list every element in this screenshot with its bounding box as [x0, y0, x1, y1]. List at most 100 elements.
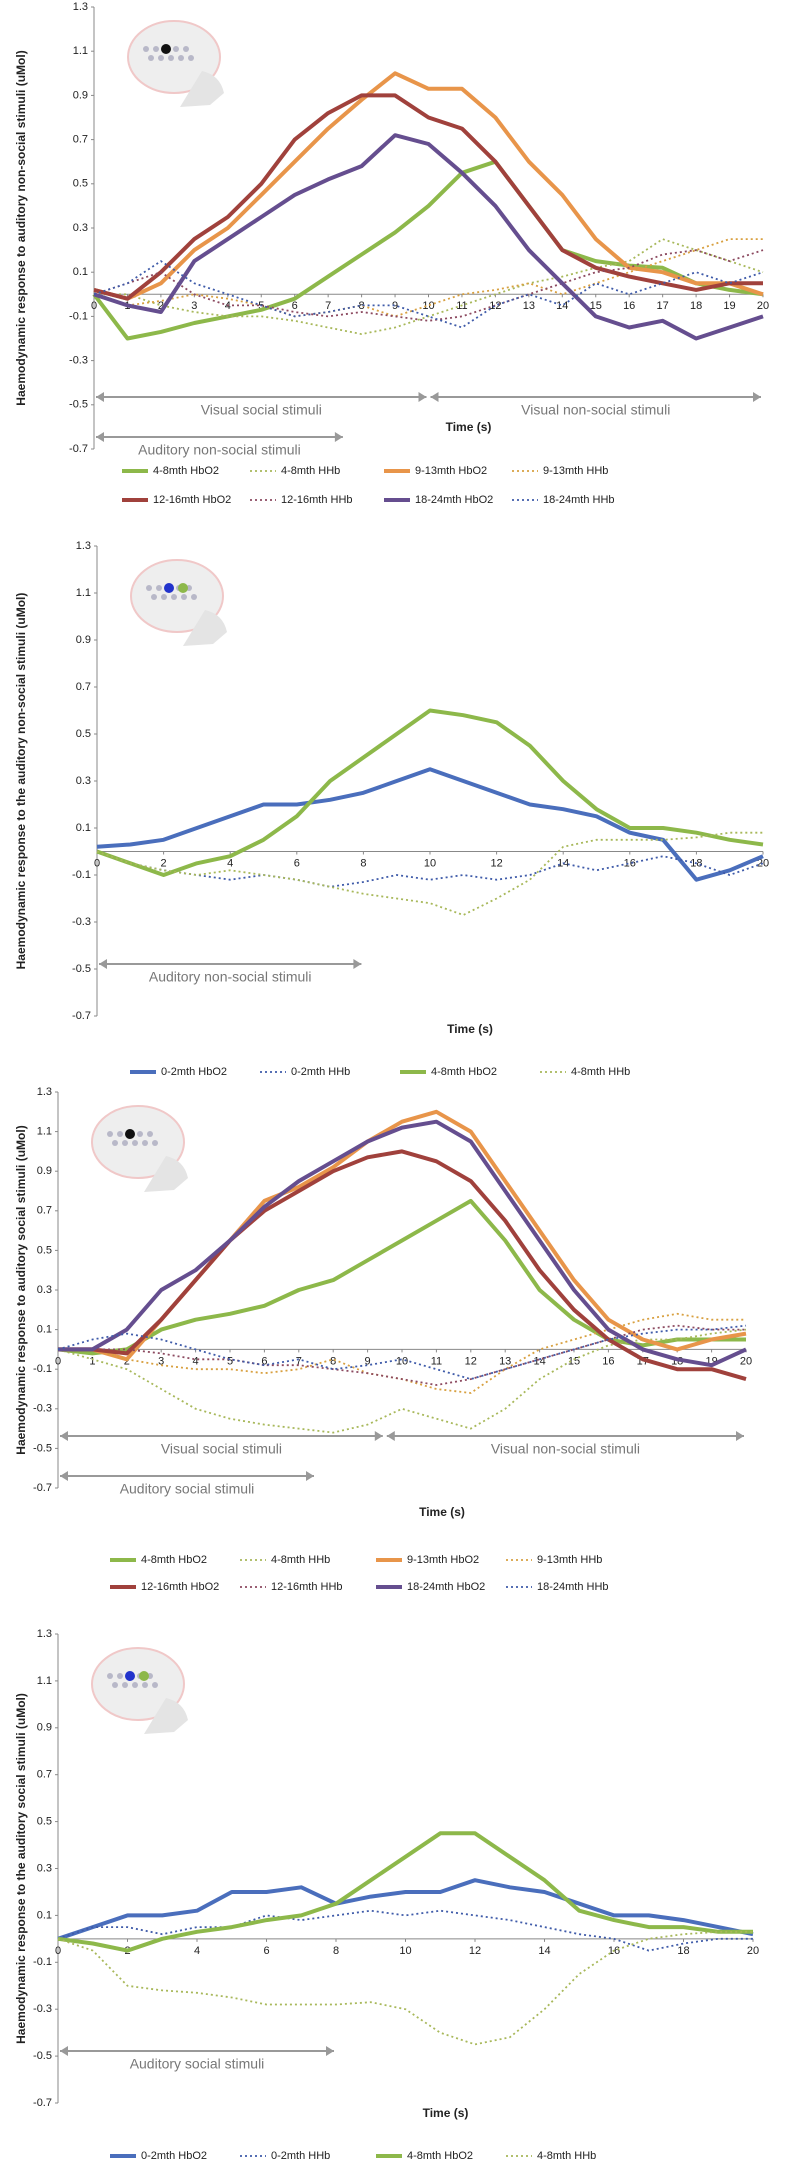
head-icon-dot: [152, 1682, 158, 1688]
legend-label: 18-24mth HbO2: [407, 1581, 485, 1593]
legend-label: 4-8mth HHb: [271, 1554, 330, 1566]
y-tick-label: -0.7: [33, 1482, 52, 1494]
series-line: [93, 133, 764, 341]
y-tick-label: -0.5: [33, 2050, 52, 2062]
head-icon-dot: [147, 1131, 153, 1137]
series-line: [93, 249, 764, 322]
series-line: [57, 1324, 747, 1380]
x-tick-label: 3: [191, 300, 197, 312]
x-axis-title: Time (s): [423, 2106, 469, 2120]
y-tick-label: 0.1: [37, 1324, 52, 1336]
y-tick-label: 0.9: [37, 1722, 52, 1734]
x-tick-label: 6: [292, 300, 298, 312]
x-tick-label: 5: [227, 1355, 233, 1367]
y-tick-label: -0.3: [33, 1403, 52, 1415]
x-tick-label: 20: [740, 1355, 752, 1367]
x-axis-title: Time (s): [446, 420, 492, 434]
y-tick-label: -0.1: [69, 310, 88, 322]
legend-label: 18-24mth HHb: [543, 494, 615, 506]
x-tick-label: 3: [158, 1355, 164, 1367]
head-icon-dot: [142, 1682, 148, 1688]
legend-label: 4-8mth HHb: [537, 2150, 596, 2162]
legend-label: 4-8mth HbO2: [407, 2150, 473, 2162]
head-icon-dot: [132, 1140, 138, 1146]
y-tick-label: 1.1: [37, 1126, 52, 1138]
head-icon-dot: [143, 46, 149, 52]
series-line: [92, 159, 764, 341]
y-tick-label: -0.1: [72, 869, 91, 881]
legend-label: 4-8mth HbO2: [141, 1554, 207, 1566]
y-tick-label: 0.1: [37, 1909, 52, 1921]
x-tick-label: 11: [431, 1355, 442, 1367]
head-icon-dot: [112, 1140, 118, 1146]
y-tick-label: 1.3: [73, 1, 88, 13]
head-icon-dot: [158, 55, 164, 61]
head-icon-dot: [137, 1131, 143, 1137]
legend-label: 18-24mth HbO2: [415, 494, 493, 506]
x-tick-label: 7: [296, 1355, 302, 1367]
y-axis-title: Haemodynamic response to auditory social…: [14, 1125, 28, 1454]
y-tick-label: -0.5: [72, 963, 91, 975]
y-tick-label: -0.3: [33, 2003, 52, 2015]
x-tick-label: 4: [193, 1355, 199, 1367]
annotation-label: Visual non-social stimuli: [521, 402, 670, 418]
head-icon-dot: [156, 585, 162, 591]
legend-label: 9-13mth HbO2: [407, 1554, 479, 1566]
head-icon-dot: [148, 55, 154, 61]
head-icon: [130, 559, 224, 633]
series-line: [94, 238, 764, 335]
y-tick-label: 1.1: [76, 587, 91, 599]
legend-label: 9-13mth HbO2: [415, 465, 487, 477]
series-line: [93, 238, 763, 318]
legend-label: 4-8mth HbO2: [431, 1066, 497, 1078]
legend-label: 12-16mth HbO2: [141, 1581, 219, 1593]
y-tick-label: 0.5: [37, 1244, 52, 1256]
head-icon-dot: [173, 46, 179, 52]
head-icon-dot: [142, 1140, 148, 1146]
series-line: [57, 1878, 754, 1941]
head-icon-dot: [122, 1140, 128, 1146]
y-tick-label: 0.5: [37, 1816, 52, 1828]
x-tick-label: 14: [538, 1945, 550, 1957]
head-icon: [144, 1698, 188, 1734]
head-icon-dot: [178, 583, 188, 593]
y-tick-label: 1.1: [37, 1675, 52, 1687]
x-tick-label: 9: [365, 1355, 371, 1367]
head-icon-dot: [153, 46, 159, 52]
head-icon-dot: [107, 1673, 113, 1679]
legend-label: 0-2mth HHb: [271, 2150, 330, 2162]
annotation-label: Visual social stimuli: [201, 402, 322, 418]
series-line: [96, 767, 764, 882]
series-line: [96, 850, 764, 888]
y-tick-label: 0.1: [73, 266, 88, 278]
x-tick-label: 16: [624, 857, 636, 869]
x-tick-label: 4: [227, 857, 233, 869]
x-tick-label: 8: [330, 1355, 336, 1367]
y-tick-label: 0.3: [73, 222, 88, 234]
legend-label: 12-16mth HHb: [281, 494, 353, 506]
x-tick-label: 10: [399, 1945, 411, 1957]
y-tick-label: 0.5: [76, 728, 91, 740]
y-tick-label: -0.5: [33, 1442, 52, 1454]
y-tick-label: 0.1: [76, 822, 91, 834]
x-tick-label: 6: [261, 1355, 267, 1367]
series-line: [96, 831, 763, 916]
x-tick-label: 2: [158, 300, 164, 312]
x-tick-label: 0: [91, 300, 97, 312]
annotation-label: Auditory social stimuli: [120, 1481, 255, 1497]
y-tick-label: 0.5: [73, 178, 88, 190]
x-tick-label: 20: [757, 300, 769, 312]
x-tick-label: 16: [623, 300, 635, 312]
y-tick-label: 0.7: [76, 681, 91, 693]
x-axis-title: Time (s): [447, 1022, 493, 1036]
legend-label: 4-8mth HHb: [571, 1066, 630, 1078]
y-tick-label: -0.7: [69, 443, 88, 455]
head-icon-dot: [132, 1682, 138, 1688]
head-icon-dot: [168, 55, 174, 61]
series-line: [57, 1831, 753, 1953]
annotation-label: Auditory social stimuli: [130, 2056, 265, 2072]
head-icon-dot: [188, 55, 194, 61]
y-tick-label: -0.3: [69, 355, 88, 367]
